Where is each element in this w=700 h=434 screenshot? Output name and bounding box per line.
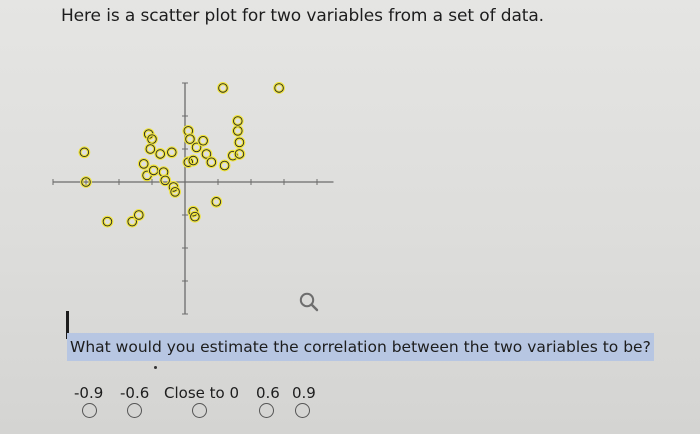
scatter-point-outline	[138, 159, 149, 169]
scatter-point-outline	[206, 157, 217, 167]
divider-dot	[154, 366, 157, 369]
scatter-point-outline	[170, 187, 180, 197]
plot-points	[78, 82, 285, 228]
scatter-point-outline	[191, 142, 202, 153]
scatter-point-outline	[218, 83, 228, 93]
plot-axes	[52, 82, 334, 315]
scatter-point-outline	[155, 149, 165, 159]
scatter-point-outline	[134, 210, 144, 220]
scatter-point-outline	[145, 144, 156, 154]
scatter-point-outline	[81, 177, 91, 187]
scatter-point-outline	[234, 137, 245, 148]
question-text: What would you estimate the correlation …	[67, 333, 654, 361]
option-radio-neg-0-6[interactable]	[127, 403, 142, 418]
scatter-point-outline	[190, 211, 200, 222]
option-label-close-to-0: Close to 0	[164, 384, 239, 402]
scatter-point-outline	[219, 160, 230, 171]
option-label-0-9: 0.9	[292, 384, 316, 402]
scatter-point-outline	[274, 83, 284, 93]
prompt-text: Here is a scatter plot for two variables…	[61, 6, 544, 26]
option-radio-neg-0-9[interactable]	[82, 403, 97, 418]
scatter-point-outline	[188, 155, 198, 166]
scatter-point-outline	[211, 197, 222, 207]
scatter-point-outline	[127, 216, 137, 227]
scatter-point-outline	[201, 149, 212, 159]
scatter-point-outline	[167, 147, 177, 158]
option-label-neg-0-6: -0.6	[120, 384, 150, 402]
magnifier-icon[interactable]	[297, 291, 323, 315]
scatter-point-outline	[228, 150, 238, 161]
scatter-point-outline	[185, 134, 195, 144]
scatter-point-outline	[79, 147, 90, 158]
scatter-point-outline	[102, 216, 113, 227]
scatter-point-outline	[234, 149, 245, 159]
scatter-point-outline	[198, 135, 208, 146]
scatter-point-outline	[160, 175, 170, 186]
scatter-point-outline	[233, 116, 243, 126]
option-radio-0-9[interactable]	[295, 403, 310, 418]
option-radio-close-to-0[interactable]	[192, 403, 207, 418]
text-cursor	[66, 311, 69, 339]
option-label-neg-0-9: -0.9	[74, 384, 104, 402]
option-label-0-6: 0.6	[256, 384, 280, 402]
option-radio-0-6[interactable]	[259, 403, 274, 418]
